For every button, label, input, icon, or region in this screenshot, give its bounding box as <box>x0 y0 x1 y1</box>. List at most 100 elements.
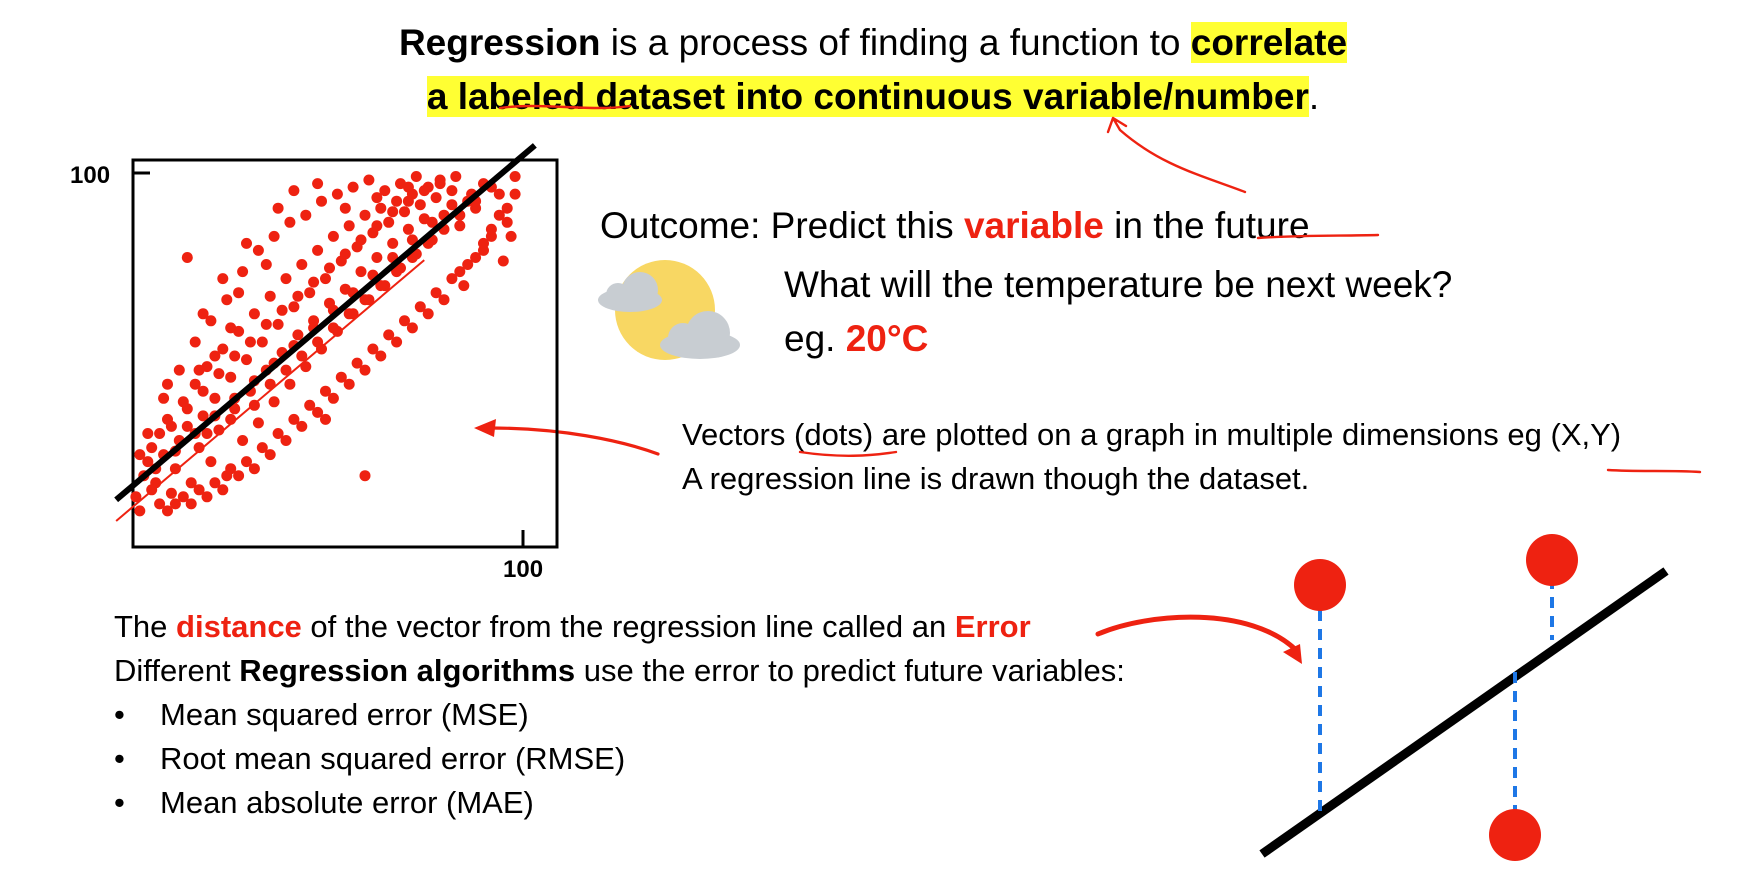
headline-term: Regression <box>398 22 601 63</box>
data-point <box>371 220 383 232</box>
y-tick-label: 100 <box>70 162 110 189</box>
data-point <box>181 403 193 415</box>
outcome-prefix: Outcome: Predict this <box>600 205 964 246</box>
data-point <box>359 364 371 376</box>
vectors-a: Vectors <box>682 417 794 452</box>
data-point <box>391 336 403 348</box>
data-point <box>197 308 209 320</box>
data-point <box>339 202 351 214</box>
algorithms-prefix: Different <box>114 653 240 688</box>
data-point <box>252 244 264 256</box>
chart-pointer-arrow <box>474 419 660 456</box>
data-point <box>497 255 509 267</box>
data-point <box>256 336 268 348</box>
data-point <box>312 244 324 256</box>
data-point <box>335 371 347 383</box>
data-point <box>418 185 430 197</box>
data-point <box>509 188 521 200</box>
data-point <box>316 195 327 207</box>
data-point <box>241 354 252 366</box>
data-point <box>327 392 339 404</box>
data-point <box>414 301 426 313</box>
algorithms-intro: Different Regression algorithms use the … <box>114 650 1125 692</box>
vectors-xy: (X,Y) <box>1550 417 1622 452</box>
data-point <box>233 470 245 482</box>
data-point <box>430 192 442 204</box>
data-point <box>193 364 205 376</box>
data-point <box>375 202 387 214</box>
data-points <box>130 171 521 517</box>
data-point <box>430 287 442 299</box>
data-point <box>387 206 399 218</box>
x-tick-label: 100 <box>503 556 543 583</box>
data-point <box>264 449 276 461</box>
data-point <box>410 171 422 182</box>
data-point <box>173 364 185 376</box>
data-point <box>217 273 229 285</box>
data-point <box>237 435 249 446</box>
data-point <box>169 463 181 475</box>
data-point <box>284 378 296 390</box>
data-point <box>454 220 466 232</box>
data-point <box>296 350 308 362</box>
outcome-suffix: future <box>1204 205 1310 246</box>
error-vector-point <box>1489 809 1541 861</box>
data-point <box>493 209 505 221</box>
data-point <box>363 174 375 186</box>
data-point <box>351 357 363 369</box>
vectors-c: are plotted on a graph in multiple dimen… <box>873 417 1551 452</box>
data-point <box>229 403 241 415</box>
outcome-line: Outcome: Predict this variable in the fu… <box>600 203 1310 249</box>
data-point <box>399 206 410 218</box>
data-point <box>485 223 497 235</box>
vectors-dots: (dots) <box>794 417 874 452</box>
data-point <box>248 463 260 475</box>
example-prefix: eg. <box>784 318 846 359</box>
data-point <box>209 477 221 489</box>
data-point <box>505 230 517 242</box>
data-point <box>260 259 272 270</box>
data-point <box>288 301 300 313</box>
data-point <box>446 273 458 285</box>
data-point <box>359 294 371 306</box>
data-point <box>260 318 272 330</box>
data-point <box>146 442 158 454</box>
data-point <box>197 410 209 422</box>
data-point <box>371 252 383 263</box>
data-point <box>304 399 316 411</box>
data-point <box>142 456 154 468</box>
data-point <box>339 248 351 260</box>
error-pointer-arrow <box>1095 614 1302 664</box>
algorithms-suffix: use the error to predict future variable… <box>575 653 1125 688</box>
data-point <box>402 181 414 193</box>
data-point <box>229 350 241 362</box>
data-point <box>154 428 166 439</box>
data-point <box>387 237 399 249</box>
data-point <box>268 230 280 242</box>
plot-frame <box>131 158 559 549</box>
data-point <box>197 385 209 397</box>
data-point <box>142 428 154 439</box>
data-point <box>320 385 331 397</box>
data-point <box>193 484 205 496</box>
data-point <box>304 287 316 299</box>
labeled-underline <box>498 104 632 110</box>
data-point <box>501 216 513 228</box>
data-point <box>185 477 197 489</box>
pen-annotations <box>498 104 1702 474</box>
data-point <box>327 230 339 242</box>
data-point <box>296 420 308 432</box>
data-point <box>217 484 229 496</box>
data-point <box>181 420 193 432</box>
list-item: Mean absolute error (MAE) <box>114 781 625 825</box>
data-point <box>272 318 284 330</box>
data-point <box>213 368 225 380</box>
data-point <box>320 273 331 285</box>
data-point <box>450 171 462 182</box>
data-point <box>193 442 205 454</box>
data-point <box>292 290 304 302</box>
error-diagram <box>1259 534 1669 861</box>
data-point <box>233 287 245 299</box>
error-middle: of the vector from the regression line c… <box>301 609 955 644</box>
error-prefix: The <box>114 609 177 644</box>
